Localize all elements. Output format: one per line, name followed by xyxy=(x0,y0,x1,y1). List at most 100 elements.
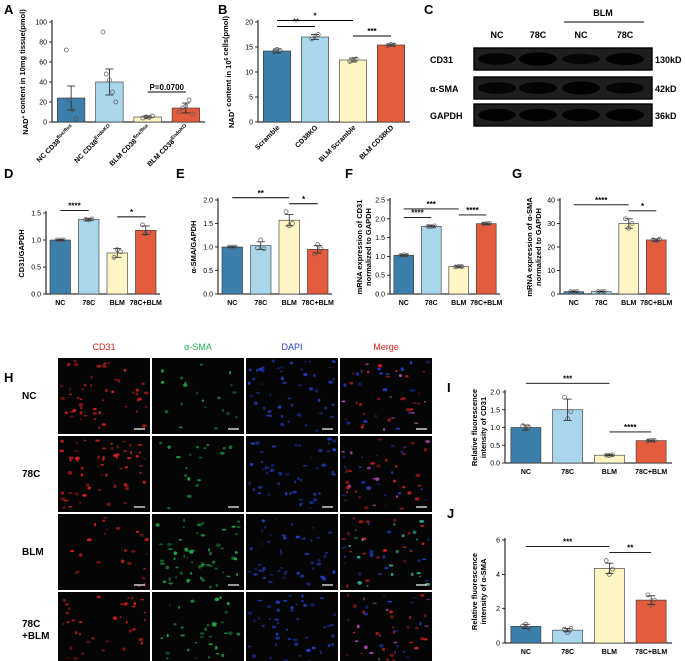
cell-signal xyxy=(217,396,221,400)
cell-signal xyxy=(91,637,95,640)
cell-signal xyxy=(319,597,325,599)
y-tick-label: 40 xyxy=(39,80,47,87)
cell-signal xyxy=(198,565,202,569)
cell-signal xyxy=(98,488,101,492)
cell-signal xyxy=(62,506,66,509)
cell-signal xyxy=(168,582,173,585)
blot-band xyxy=(606,53,644,65)
cell-signal xyxy=(328,380,333,384)
cell-signal xyxy=(80,473,84,477)
y-tick-label: 0.0 xyxy=(31,292,41,299)
x-tick-label: 78C xyxy=(425,300,438,307)
cell-signal xyxy=(389,396,393,399)
cell-signal xyxy=(360,652,364,655)
cell-signal xyxy=(376,464,381,468)
cell-signal xyxy=(186,494,192,499)
cell-signal xyxy=(297,384,302,386)
significance-label: * xyxy=(641,202,645,211)
cell-signal xyxy=(301,594,304,598)
cell-signal xyxy=(378,657,381,661)
cell-signal xyxy=(107,361,111,364)
cell-signal xyxy=(87,486,92,490)
cell-signal xyxy=(410,572,414,577)
cell-signal xyxy=(280,414,284,419)
cell-signal xyxy=(177,605,181,609)
blot-band xyxy=(562,81,600,95)
cell-signal xyxy=(178,426,183,429)
bar xyxy=(135,229,157,295)
cell-signal xyxy=(425,598,430,601)
superscript: flox/flox xyxy=(132,123,150,141)
cell-signal xyxy=(200,534,206,537)
cell-signal xyxy=(275,636,280,640)
cell-signal xyxy=(248,481,251,485)
cell-signal xyxy=(183,473,188,478)
data-point xyxy=(186,97,192,103)
cell-signal xyxy=(75,570,80,574)
significance-label: * xyxy=(130,208,134,217)
cell-signal xyxy=(169,604,172,606)
significance-label: * xyxy=(313,12,317,21)
text-part: NAD xyxy=(227,111,236,128)
y-axis-label: NAD+ content in 106 cells(pmol) xyxy=(221,16,236,128)
cell-signal xyxy=(74,450,79,452)
cell-signal xyxy=(315,467,320,470)
y-tick-label: 1.5 xyxy=(375,235,385,242)
data-point xyxy=(607,453,612,458)
cell-signal xyxy=(102,399,105,402)
cell-signal xyxy=(115,527,121,530)
bar xyxy=(78,219,100,295)
cell-signal xyxy=(209,551,213,556)
cell-signal xyxy=(377,367,381,371)
cell-signal xyxy=(341,400,346,403)
cell-signal xyxy=(294,642,299,646)
cell-signal xyxy=(357,572,362,576)
y-tick-label: 1.0 xyxy=(203,245,213,252)
cell-signal xyxy=(399,507,405,510)
cell-signal xyxy=(161,380,165,384)
cell-signal xyxy=(324,406,328,410)
cell-signal xyxy=(276,608,280,613)
cell-signal xyxy=(126,457,132,459)
data-point xyxy=(562,626,567,632)
y-tick-label: 1.5 xyxy=(31,211,41,218)
cell-signal xyxy=(382,388,388,392)
data-point xyxy=(226,244,232,250)
cell-signal xyxy=(349,470,352,473)
cell-signal xyxy=(312,566,315,571)
cell-signal xyxy=(124,548,127,553)
cell-signal xyxy=(301,537,306,540)
cell-signal xyxy=(385,373,390,375)
cell-signal xyxy=(418,392,421,395)
cell-signal xyxy=(287,397,292,400)
cell-signal xyxy=(356,555,361,559)
cell-signal xyxy=(236,632,241,636)
cell-signal xyxy=(332,439,337,443)
data-point xyxy=(318,246,324,252)
data-point xyxy=(143,114,149,120)
cell-signal xyxy=(413,596,416,600)
cell-signal xyxy=(105,388,108,393)
panel-letter-G: G xyxy=(512,166,522,181)
cell-signal xyxy=(393,523,396,526)
cell-signal xyxy=(260,543,263,545)
y-tick-label: 20 xyxy=(245,20,253,27)
cell-signal xyxy=(215,543,221,548)
cell-signal xyxy=(247,645,252,648)
cell-signal xyxy=(353,537,358,540)
cell-signal xyxy=(75,442,79,444)
cell-signal xyxy=(385,375,391,378)
cell-signal xyxy=(360,369,363,373)
cell-signal xyxy=(344,471,347,474)
cell-signal xyxy=(362,610,366,615)
data-point xyxy=(350,57,356,62)
lane-label: NC xyxy=(491,30,504,40)
cell-signal xyxy=(282,381,287,385)
cell-signal xyxy=(274,618,279,621)
cell-signal xyxy=(275,643,278,647)
cell-signal xyxy=(270,468,275,473)
cell-signal xyxy=(102,365,107,368)
cell-signal xyxy=(406,656,410,658)
cell-signal xyxy=(363,420,368,423)
cell-signal xyxy=(101,649,106,652)
